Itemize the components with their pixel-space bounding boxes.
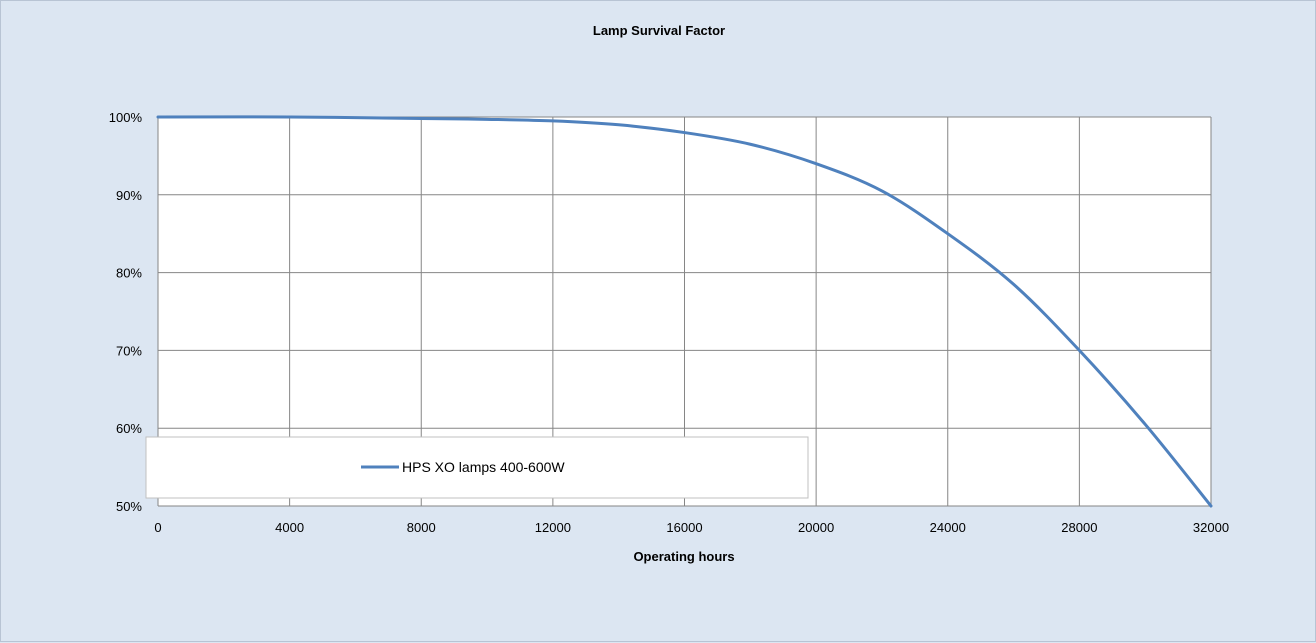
chart-title: Lamp Survival Factor [593, 23, 725, 38]
y-tick-label: 80% [116, 266, 142, 281]
legend: HPS XO lamps 400-600W [145, 436, 809, 499]
x-tick-label: 8000 [407, 520, 436, 535]
x-tick-label: 4000 [275, 520, 304, 535]
grid-lines [157, 116, 1212, 507]
y-tick-label: 70% [116, 343, 142, 358]
series-group [156, 115, 1213, 508]
x-tick-label: 28000 [1061, 520, 1097, 535]
x-tick-label: 0 [154, 520, 161, 535]
y-axis-ticks: 50% 60% 70% 80% 90% 100% [109, 110, 143, 514]
x-axis-ticks: 0 4000 8000 12000 16000 20000 24000 28000 32000 [154, 520, 1229, 535]
y-tick-label: 100% [109, 110, 143, 125]
y-tick-label: 50% [116, 499, 142, 514]
y-tick-label: 60% [116, 421, 142, 436]
x-axis-title: Operating hours [633, 549, 734, 564]
legend-label: HPS XO lamps 400-600W [402, 459, 565, 475]
x-tick-label: 16000 [666, 520, 702, 535]
x-tick-label: 24000 [930, 520, 966, 535]
x-tick-label: 20000 [798, 520, 834, 535]
legend-box [145, 436, 809, 499]
x-tick-label: 32000 [1193, 520, 1229, 535]
x-tick-label: 12000 [535, 520, 571, 535]
y-tick-label: 90% [116, 188, 142, 203]
series-line-0 [156, 115, 1213, 508]
